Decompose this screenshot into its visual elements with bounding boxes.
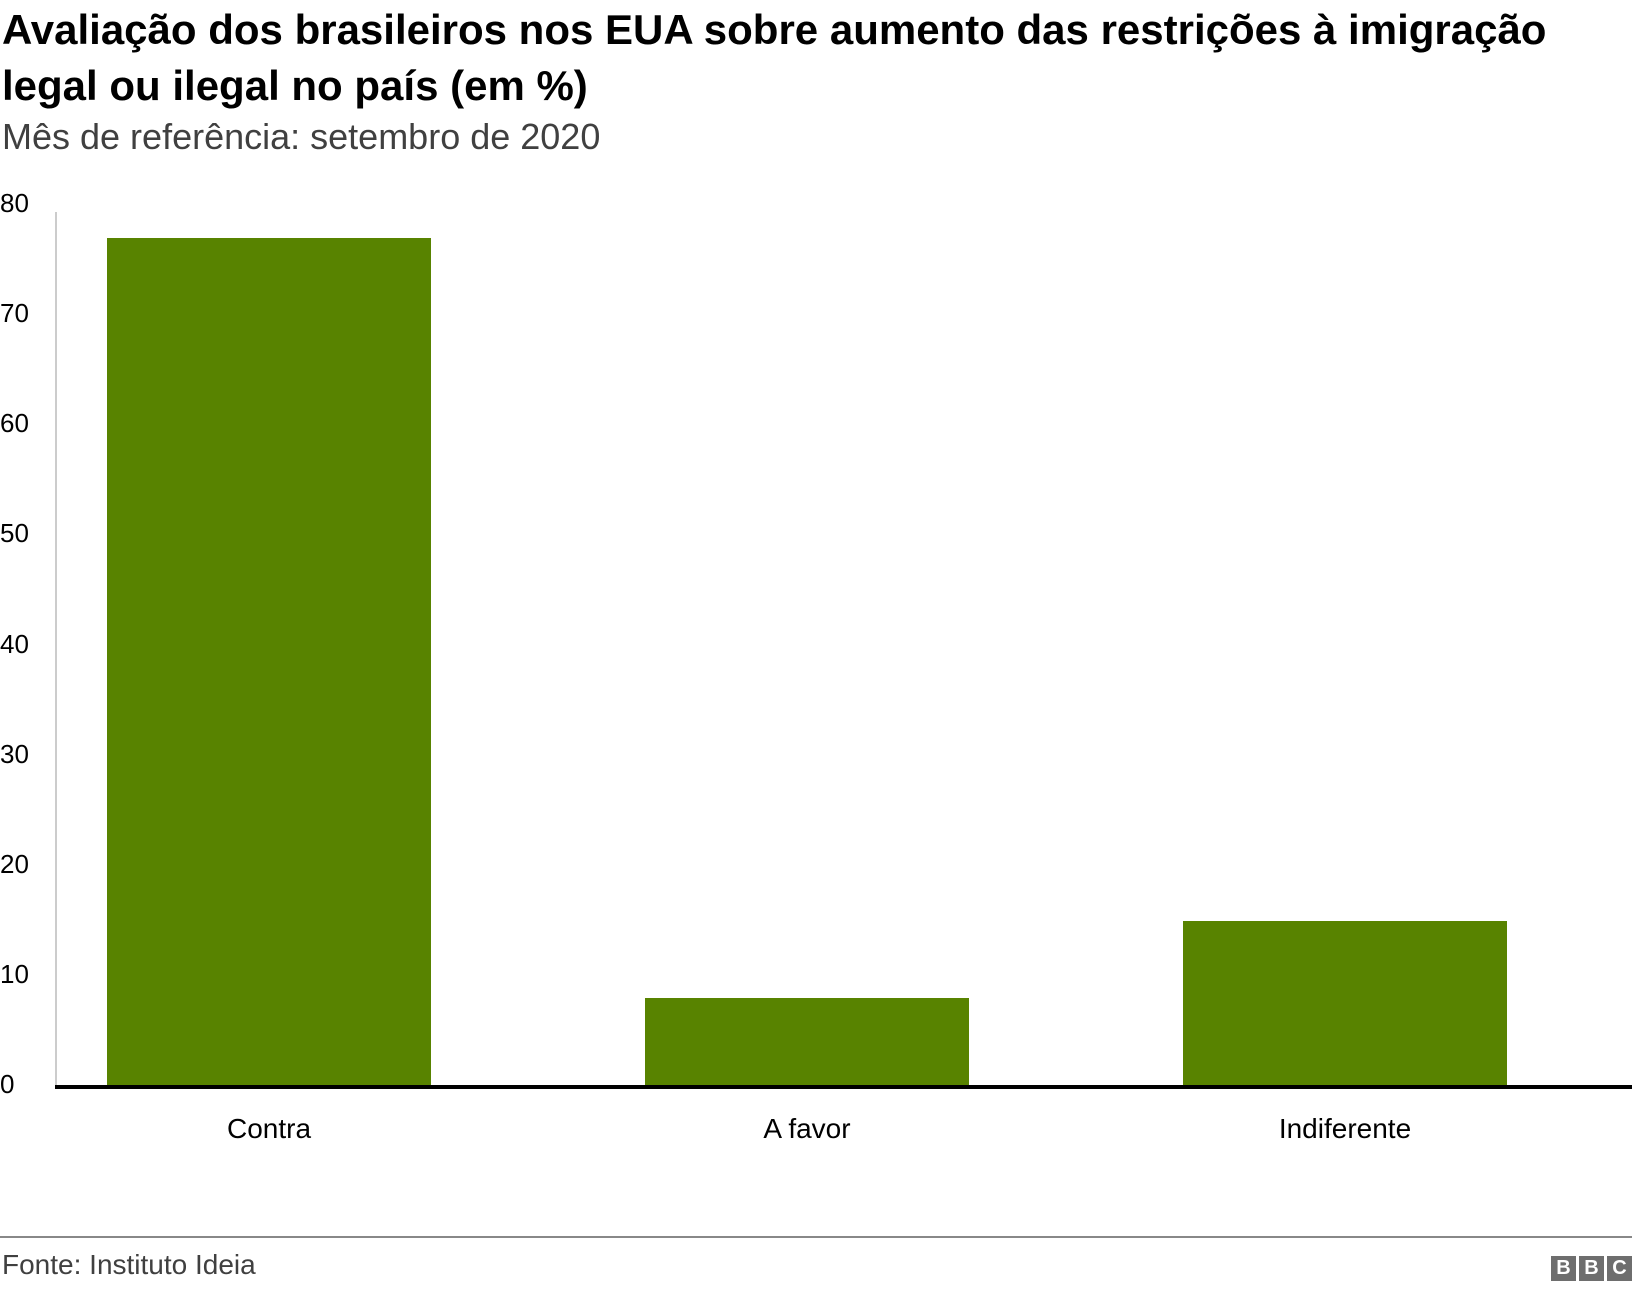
source-note: Fonte: Instituto Ideia — [2, 1249, 256, 1280]
footer-divider — [0, 1236, 1632, 1238]
bar-contra — [107, 238, 431, 1086]
y-tick-label: 0 — [0, 1069, 15, 1099]
y-tick-label: 10 — [0, 958, 29, 989]
bbc-logo-letter: B — [1551, 1256, 1576, 1281]
bbc-logo: B B C — [1551, 1256, 1632, 1281]
x-axis-baseline — [55, 1085, 1632, 1089]
bar-a-favor — [645, 997, 969, 1086]
y-tick-label: 30 — [0, 738, 29, 769]
chart-subtitle: Mês de referência: setembro de 2020 — [2, 116, 601, 157]
y-tick-label: 40 — [0, 628, 29, 659]
x-tick-label: Indiferente — [1278, 1113, 1412, 1144]
y-tick-label: 20 — [0, 848, 29, 879]
bbc-logo-letter: C — [1607, 1256, 1632, 1281]
x-tick-label: Contra — [226, 1113, 312, 1144]
bbc-logo-letter: B — [1579, 1256, 1604, 1281]
chart-title: Avaliação dos brasileiros nos EUA sobre … — [2, 6, 1547, 109]
y-tick-label: 80 — [0, 188, 29, 218]
y-axis-line — [55, 212, 57, 1086]
y-tick-label: 50 — [0, 518, 29, 549]
x-tick-label: A favor — [763, 1113, 851, 1144]
y-tick-label: 70 — [0, 298, 29, 329]
bar-indiferente — [1183, 920, 1507, 1086]
y-tick-label: 60 — [0, 408, 29, 439]
